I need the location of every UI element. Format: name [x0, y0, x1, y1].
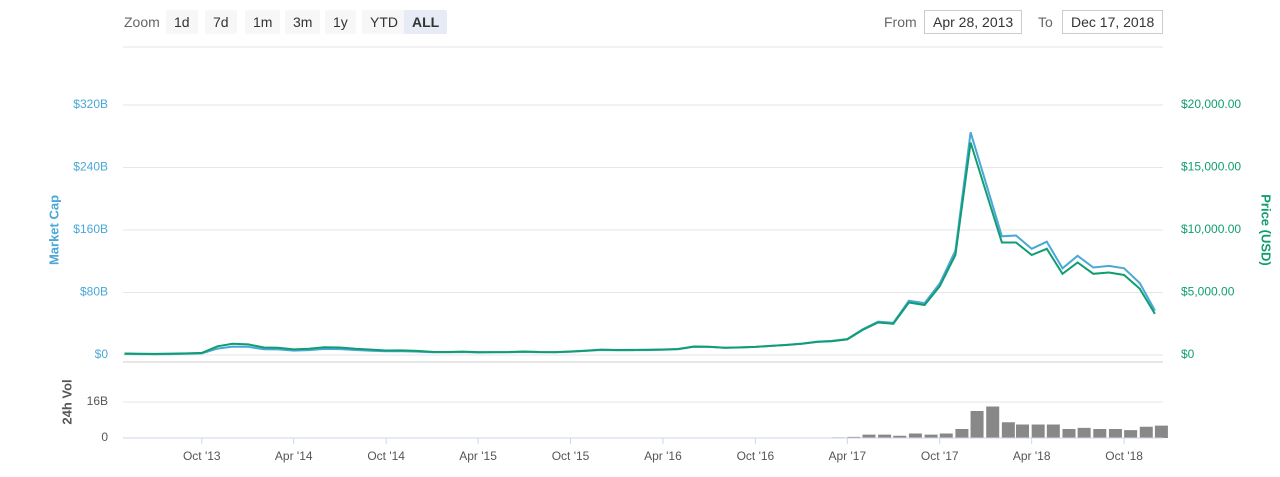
- volume-bar: [1093, 429, 1107, 438]
- y-tick-label: $0: [95, 347, 109, 361]
- to-label: To: [1038, 14, 1053, 30]
- zoom-label: Zoom: [124, 14, 160, 30]
- volume-bar: [893, 435, 907, 438]
- zoom-button[interactable]: ALL: [404, 10, 448, 34]
- volume-bar: [970, 411, 984, 438]
- y-tick-label: 16B: [87, 394, 108, 408]
- x-tick-label: Oct '14: [367, 449, 405, 463]
- volume-bar: [1077, 427, 1091, 438]
- zoom-button[interactable]: 7d: [205, 10, 237, 34]
- from-date[interactable]: Apr 28, 2013: [924, 10, 1023, 34]
- x-tick-label: Apr '17: [828, 449, 866, 463]
- zoom-button[interactable]: 1y: [325, 10, 356, 34]
- y-axis-title: Market Cap: [46, 195, 61, 265]
- volume-bar: [939, 433, 953, 438]
- zoom-button[interactable]: 1m: [245, 10, 281, 34]
- x-tick-label: Oct '15: [552, 449, 590, 463]
- y-tick-label: $5,000.00: [1181, 285, 1235, 299]
- y-tick-label: $160B: [73, 222, 108, 236]
- series-line: [124, 132, 1156, 356]
- y2-axis-title: Price (USD): [1259, 194, 1274, 266]
- x-tick-label: Apr '16: [644, 449, 682, 463]
- y-tick-label: $240B: [73, 160, 108, 174]
- x-tick-label: Apr '15: [459, 449, 497, 463]
- y-tick-label: 0: [101, 430, 108, 444]
- to-date[interactable]: Dec 17, 2018: [1062, 10, 1164, 34]
- zoom-button[interactable]: 3m: [285, 10, 321, 34]
- volume-bar: [1108, 429, 1122, 438]
- y-tick-label: $80B: [80, 285, 108, 299]
- volume-bar: [1001, 422, 1015, 438]
- volume-bar: [847, 436, 861, 438]
- volume-bar: [1062, 429, 1076, 438]
- y-tick-label: $10,000.00: [1181, 222, 1241, 236]
- x-tick-label: Oct '13: [183, 449, 221, 463]
- volume-bar: [878, 434, 892, 438]
- volume-bar: [986, 406, 1000, 438]
- x-tick-label: Oct '18: [1105, 449, 1143, 463]
- x-tick-label: Apr '18: [1013, 449, 1051, 463]
- volume-bar: [1046, 424, 1060, 438]
- volume-bar: [924, 434, 938, 438]
- volume-bar: [908, 433, 922, 438]
- y-tick-label: $20,000.00: [1181, 97, 1241, 111]
- volume-bar: [955, 429, 969, 438]
- volume-bar: [1031, 424, 1045, 438]
- y-tick-label: $0: [1181, 347, 1195, 361]
- y-tick-label: $320B: [73, 97, 108, 111]
- x-tick-label: Oct '17: [921, 449, 959, 463]
- volume-bar: [1139, 426, 1153, 438]
- volume-bar: [1154, 425, 1168, 438]
- volume-bar: [1124, 430, 1138, 438]
- y-axis-title: 24h Vol: [59, 379, 74, 424]
- zoom-button[interactable]: 1d: [166, 10, 198, 34]
- x-tick-label: Oct '16: [737, 449, 775, 463]
- zoom-button[interactable]: YTD: [362, 10, 406, 34]
- x-tick-label: Apr '14: [275, 449, 313, 463]
- y-tick-label: $15,000.00: [1181, 160, 1241, 174]
- from-label: From: [884, 14, 917, 30]
- volume-bar: [1016, 424, 1030, 438]
- volume-bar: [862, 434, 876, 438]
- series-line: [124, 142, 1156, 355]
